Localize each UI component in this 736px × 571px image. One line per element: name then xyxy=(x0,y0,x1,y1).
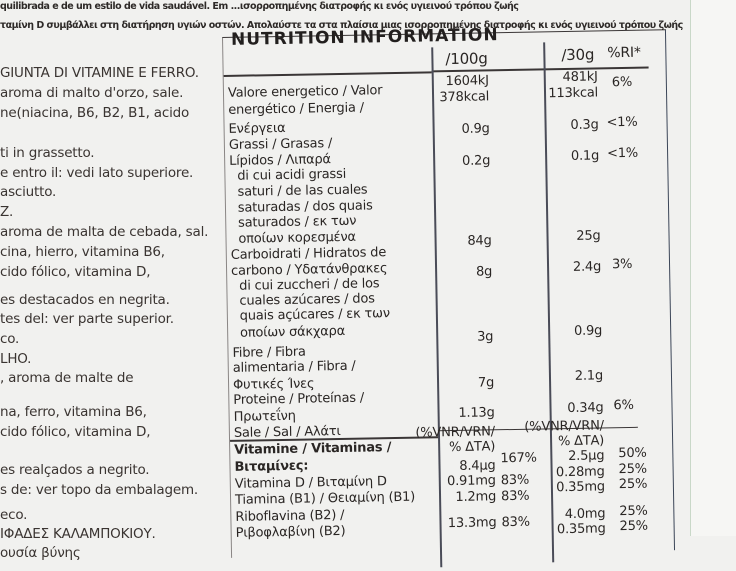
ingredients-line: cido fólico, vitamina D, xyxy=(0,424,151,440)
header-ri: %RI* xyxy=(607,44,641,62)
nutrition-table: NUTRITION INFORMATION /100g /30g %RI* Va… xyxy=(222,25,676,568)
ingredients-line: e entro il: vedi lato superiore. xyxy=(0,165,194,181)
value-per-30g: 0.1g xyxy=(570,148,600,164)
value-per-30g: 4.0mg xyxy=(564,506,606,523)
top-text-line: quilibrada e de um estilo de vida saudáv… xyxy=(0,1,519,12)
nutrient-label: Φυτικές Ίνες xyxy=(232,376,315,393)
nutrient-label: Proteine / Proteínas / xyxy=(233,390,365,408)
nutrient-label: Ενέργεια xyxy=(228,120,286,137)
ingredients-line: Z. xyxy=(0,204,14,220)
ingredients-line: ti in grassetto. xyxy=(0,145,95,161)
ri-percent: 50% xyxy=(618,445,647,462)
nutrient-label: saturi / de las cuales xyxy=(229,182,368,200)
nutrient-label: di cui acidi grassi xyxy=(229,166,347,184)
value-per-30g: 2.5µg xyxy=(568,448,605,465)
nutrient-label: Carboidrati / Hidratos de xyxy=(230,245,387,263)
ri-percent: 25% xyxy=(619,503,648,520)
value-per-100g: 378kcal xyxy=(439,89,490,106)
ri-percent: <1% xyxy=(606,114,638,131)
nutrient-label: quais açúcares / εκ των xyxy=(231,306,390,324)
value-per-100g: 0.9g xyxy=(461,121,490,137)
value-per-100g: 1604kJ xyxy=(445,73,489,90)
value-per-100g: % ΔΤΑ) xyxy=(448,439,496,456)
nutrient-label: Vitamina D / Βιταμίνη D xyxy=(234,474,387,492)
value-per-100g: 84g xyxy=(467,233,492,249)
nutrient-label: Sale / Sal / Αλάτι xyxy=(233,423,341,441)
value-per-100g: 1.13g xyxy=(458,405,495,421)
value-per-100g: 7g xyxy=(477,375,495,391)
ri-percent: 3% xyxy=(611,256,633,273)
value-per-30g: 0.34g xyxy=(567,400,604,417)
nutrient-label: saturados / εκ των xyxy=(230,213,357,231)
nutrient-label: Πρωτεΐνη xyxy=(233,408,296,425)
nutrient-label: Ριβοφλαβίνη (B2) xyxy=(235,523,346,541)
ingredients-line: LHO. xyxy=(0,351,32,367)
ingredients-line: tes del: ver parte superior. xyxy=(0,311,174,327)
nutrient-label: οποίων σάκχαρα xyxy=(232,323,346,341)
ri-percent: 6% xyxy=(611,74,633,91)
value-per-30g: 0.3g xyxy=(570,117,599,133)
ingredients-line: cido fólico, vitamina D, xyxy=(0,264,151,280)
nutrient-label: Riboflavina (B2) / xyxy=(235,507,345,525)
header-per-100g: /100g xyxy=(445,49,488,69)
ri-percent: 25% xyxy=(619,518,649,535)
value-per-100g: 3g xyxy=(477,329,494,345)
ingredients-line: es realçados a negrito. xyxy=(0,462,150,478)
ingredients-line: aroma di malto d'orzo, sale. xyxy=(0,85,184,101)
ri-percent: 25% xyxy=(618,476,648,493)
ingredients-line: s de: ver topo da embalagem. xyxy=(0,482,199,498)
header-per-30g: /30g xyxy=(561,45,595,65)
ingredients-line: ΙΦΑΔΕΣ ΚΑΛΑΜΠΟΚΙΟΥ. xyxy=(0,526,156,542)
nutrient-label: Grassi / Grasas / xyxy=(228,136,333,153)
value-per-30g: 25g xyxy=(576,228,601,244)
value-per-30g: % ΔΤΑ) xyxy=(557,433,605,450)
package-side-panel xyxy=(690,0,736,536)
ingredients-line: , aroma de malte de xyxy=(0,370,134,386)
nutrient-label: alimentaria / Fibra / xyxy=(232,358,356,376)
value-per-30g: (%VNR/VRN/ xyxy=(524,418,604,435)
value-per-30g: 2.4g xyxy=(572,259,602,275)
ingredients-line: GIUNTA DI VITAMINE E FERRO. xyxy=(0,65,199,81)
nutrient-label: energético / Energia / xyxy=(228,100,364,118)
ingredients-line: eco. xyxy=(0,507,28,523)
value-per-30g: 0.28mg xyxy=(555,464,605,481)
value-per-100g: 0.91mg xyxy=(446,473,496,490)
ri-percent: 6% xyxy=(613,397,634,414)
ri-percent: <1% xyxy=(606,145,639,162)
value-per-30g: 481kJ xyxy=(562,69,598,86)
ri-percent: 25% xyxy=(618,461,648,478)
value-per-30g: 113kcal xyxy=(548,85,599,102)
value-per-100g: 0.2g xyxy=(461,153,491,169)
ingredients-line: ουσία βύνης xyxy=(0,545,81,561)
ingredients-line: cina, hierro, vitamina B6, xyxy=(0,244,165,260)
nutrient-label: Βιταμίνες: xyxy=(234,458,309,475)
nutrient-label: Fibre / Fibra xyxy=(232,344,306,361)
value-per-30g: 0.9g xyxy=(573,323,603,339)
nutrient-label: Vitamine / Vitaminas / xyxy=(234,440,392,458)
top-text-line: ταμίνη D συμβάλλει στη διατήρηση υγιών ο… xyxy=(0,20,683,31)
value-per-30g: 2.1g xyxy=(574,368,604,384)
ingredients-line: aroma de malta de cebada, sal. xyxy=(0,224,209,240)
nutrient-label: Valore energetico / Valor xyxy=(227,83,383,101)
ingredients-line: co. xyxy=(0,331,20,347)
ingredients-line: asciutto. xyxy=(0,184,57,200)
value-per-100g: 8g xyxy=(475,264,493,280)
value-per-100g: 1.2mg xyxy=(455,489,497,505)
value-per-30g: 0.35mg xyxy=(556,479,606,496)
value-per-100g: 13.3mg xyxy=(447,515,497,532)
nutrient-label: οποίων κορεσμένα xyxy=(230,229,356,247)
ingredients-line: na, ferro, vitamina B6, xyxy=(0,404,147,420)
ingredients-line: es destacados en negrita. xyxy=(0,292,170,308)
ingredients-line: ne(niacina, B6, B2, B1, acido xyxy=(0,105,190,121)
